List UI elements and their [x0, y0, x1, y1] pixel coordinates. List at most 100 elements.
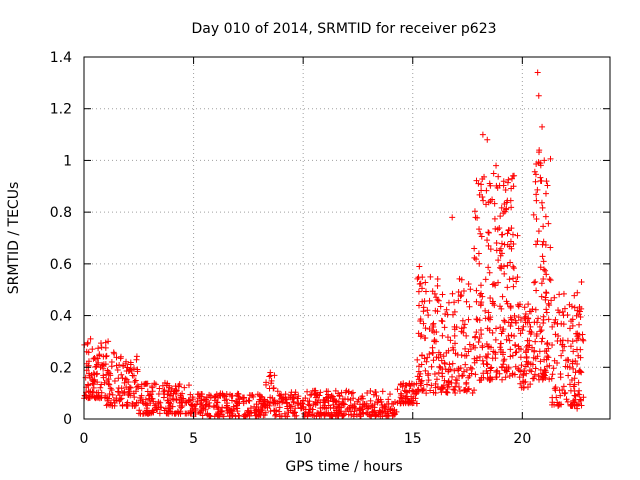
- data-point: [203, 394, 210, 401]
- data-point: [429, 327, 436, 334]
- data-point: [316, 413, 323, 420]
- data-point: [428, 382, 435, 389]
- data-point: [504, 284, 511, 291]
- data-point: [538, 338, 545, 345]
- data-point: [571, 304, 578, 311]
- data-point: [223, 390, 230, 397]
- data-point: [371, 401, 378, 408]
- data-point: [540, 266, 547, 273]
- data-point: [551, 357, 558, 364]
- data-point: [377, 413, 384, 420]
- data-point: [90, 381, 97, 388]
- data-point: [367, 397, 374, 404]
- data-point: [122, 360, 129, 367]
- data-point: [503, 205, 510, 212]
- data-point: [134, 383, 141, 390]
- data-point: [273, 411, 280, 418]
- data-point: [531, 279, 538, 286]
- data-point: [504, 368, 511, 375]
- data-point: [497, 344, 504, 351]
- data-point: [576, 321, 583, 328]
- data-point: [540, 316, 547, 323]
- data-point: [487, 294, 494, 301]
- data-point: [478, 233, 485, 240]
- data-point: [537, 162, 544, 169]
- data-point: [451, 332, 458, 339]
- data-point: [224, 400, 231, 407]
- data-point: [520, 372, 527, 379]
- data-point: [417, 333, 424, 340]
- data-point: [532, 355, 539, 362]
- data-point: [512, 349, 519, 356]
- data-point: [500, 326, 507, 333]
- data-point: [544, 182, 551, 189]
- data-point: [556, 291, 563, 298]
- data-point: [113, 362, 120, 369]
- data-point: [264, 398, 271, 405]
- data-point: [111, 350, 118, 357]
- data-point: [486, 180, 493, 187]
- data-point: [570, 397, 577, 404]
- data-point: [127, 384, 134, 391]
- data-point: [477, 230, 484, 237]
- data-point: [575, 391, 582, 398]
- data-point: [439, 332, 446, 339]
- data-point: [460, 287, 467, 294]
- data-point: [498, 330, 505, 337]
- data-point: [515, 314, 522, 321]
- data-point: [513, 278, 520, 285]
- data-point: [134, 368, 141, 375]
- data-point: [578, 369, 585, 376]
- data-point: [506, 276, 513, 283]
- data-point: [546, 302, 553, 309]
- data-point: [485, 309, 492, 316]
- data-point: [423, 358, 430, 365]
- data-point: [301, 410, 308, 417]
- data-point: [431, 337, 438, 344]
- data-point: [215, 410, 222, 417]
- data-point: [537, 366, 544, 373]
- data-point: [274, 388, 281, 395]
- data-point: [492, 282, 499, 289]
- data-point: [487, 376, 494, 383]
- data-point: [534, 69, 541, 76]
- data-point: [549, 323, 556, 330]
- data-point: [167, 392, 174, 399]
- data-point: [156, 410, 163, 417]
- data-point: [474, 214, 481, 221]
- data-point: [121, 390, 128, 397]
- data-point: [373, 392, 380, 399]
- data-point: [268, 380, 275, 387]
- data-point: [361, 401, 368, 408]
- data-point: [489, 329, 496, 336]
- data-point: [425, 377, 432, 384]
- data-point: [180, 395, 187, 402]
- data-point: [482, 315, 489, 322]
- data-point: [320, 396, 327, 403]
- data-point: [427, 387, 434, 394]
- data-point: [149, 388, 156, 395]
- data-point: [511, 172, 518, 179]
- x-tick-label: 15: [404, 431, 422, 447]
- data-point: [91, 354, 98, 361]
- data-point: [493, 240, 500, 247]
- data-point: [425, 372, 432, 379]
- data-point: [157, 404, 164, 411]
- data-point: [497, 213, 504, 220]
- data-point: [536, 376, 543, 383]
- data-point: [496, 303, 503, 310]
- data-point: [102, 353, 109, 360]
- data-point: [522, 311, 529, 318]
- data-point: [472, 333, 479, 340]
- data-point: [560, 321, 567, 328]
- data-point: [307, 392, 314, 399]
- data-point: [88, 393, 95, 400]
- data-point: [125, 379, 132, 386]
- data-point: [419, 387, 426, 394]
- data-point: [471, 387, 478, 394]
- data-point: [123, 401, 130, 408]
- data-point: [418, 352, 425, 359]
- data-point: [420, 308, 427, 315]
- data-point: [173, 387, 180, 394]
- data-point: [375, 396, 382, 403]
